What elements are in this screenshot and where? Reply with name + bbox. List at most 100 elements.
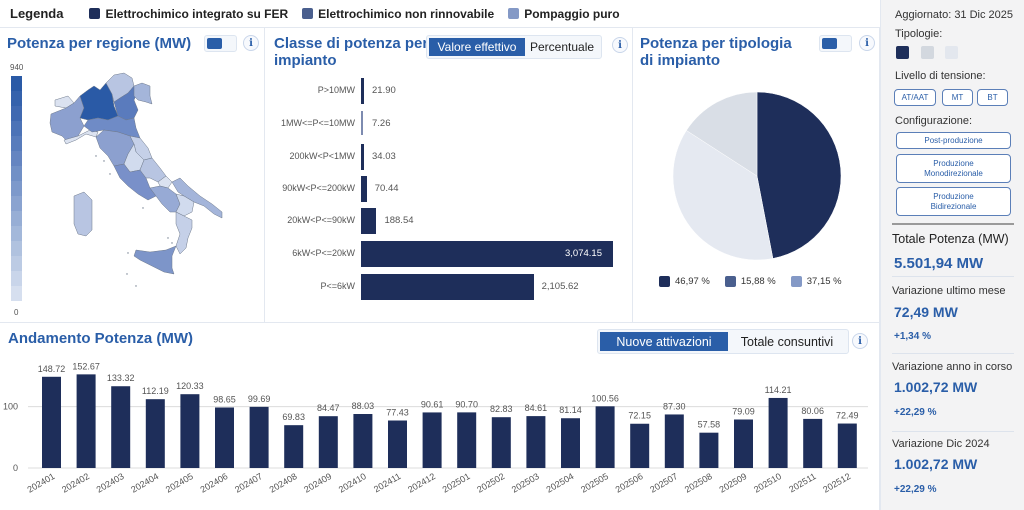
option-percentuale[interactable]: Percentuale xyxy=(529,40,595,54)
x-tick-label: 202509 xyxy=(717,471,748,495)
x-tick-label: 202410 xyxy=(337,471,368,495)
tension-label: Livello di tensione: xyxy=(895,70,986,82)
region-basilicata[interactable] xyxy=(175,193,195,217)
bar[interactable] xyxy=(215,407,234,468)
y-tick-label: 100 xyxy=(3,402,18,412)
x-tick-label: 202412 xyxy=(406,471,437,495)
bar[interactable] xyxy=(630,423,650,468)
tipologia-filter-2[interactable] xyxy=(921,46,934,59)
x-tick-label: 202402 xyxy=(60,471,91,495)
bar[interactable] xyxy=(284,425,304,468)
divider xyxy=(892,353,1014,354)
bar[interactable] xyxy=(353,414,373,468)
bar[interactable] xyxy=(561,418,580,468)
legend-item-pompaggio[interactable]: Pompaggio puro xyxy=(508,7,620,21)
bar[interactable] xyxy=(664,414,684,468)
info-icon[interactable]: i xyxy=(859,35,875,51)
bar-value-label: 100.56 xyxy=(591,393,619,403)
bar-value-label: 112.19 xyxy=(142,386,169,396)
bar[interactable] xyxy=(699,432,719,468)
bar[interactable] xyxy=(595,406,615,468)
info-icon[interactable]: i xyxy=(852,333,868,349)
region-molise[interactable] xyxy=(157,175,173,189)
bar[interactable] xyxy=(249,406,269,468)
region-lombardia[interactable] xyxy=(79,82,119,121)
config-button-bidirezionale[interactable]: Produzione Bidirezionale xyxy=(896,187,1011,216)
bar[interactable] xyxy=(768,397,788,468)
region-friuli[interactable] xyxy=(133,82,153,105)
tipologia-filter-3[interactable] xyxy=(945,46,958,59)
pie-slice[interactable] xyxy=(672,130,774,261)
bar[interactable] xyxy=(361,111,363,135)
bar[interactable] xyxy=(457,412,477,468)
type-toggle[interactable] xyxy=(819,35,852,52)
bar-value-label: 133.32 xyxy=(107,373,135,383)
scale-step xyxy=(11,91,22,106)
bar[interactable] xyxy=(803,418,823,468)
title-line: Potenza per tipologia xyxy=(640,35,792,52)
region-sardegna[interactable] xyxy=(73,191,93,237)
class-panel: Classe di potenza per impianto Valore ef… xyxy=(265,28,633,323)
config-button-monodirezionale[interactable]: Produzione Monodirezionale xyxy=(896,154,1011,183)
bar[interactable] xyxy=(388,420,407,468)
map-panel: Potenza per regione (MW) i 940 0 xyxy=(0,28,265,323)
legend-item-non-rinnovabile[interactable]: Elettrochimico non rinnovabile xyxy=(302,7,494,21)
pie-legend-item[interactable]: 15,88 % xyxy=(724,276,776,287)
bar[interactable] xyxy=(837,423,857,468)
stat-percent: +1,34 % xyxy=(894,331,931,342)
option-valore-effettivo[interactable]: Valore effettivo xyxy=(429,38,525,56)
bar[interactable] xyxy=(76,374,96,468)
bar[interactable] xyxy=(42,376,61,468)
bar[interactable] xyxy=(111,386,131,468)
bar[interactable] xyxy=(361,208,377,234)
config-button-post-produzione[interactable]: Post-produzione xyxy=(896,132,1011,149)
pie-slice[interactable] xyxy=(686,91,758,177)
tipologia-filter-1[interactable] xyxy=(896,46,909,59)
bar[interactable] xyxy=(318,416,338,468)
bar[interactable] xyxy=(422,412,442,468)
bar[interactable] xyxy=(361,274,534,300)
bar-value-label: 188.54 xyxy=(384,215,414,226)
tension-button-at-aat[interactable]: AT/AAT xyxy=(894,89,936,106)
bar[interactable] xyxy=(145,399,165,468)
tipologie-label: Tipologie: xyxy=(895,28,943,40)
bar[interactable] xyxy=(361,78,364,104)
legend-item-fer[interactable]: Elettrochimico integrato su FER xyxy=(89,7,288,21)
bar-value-label: 7.26 xyxy=(372,118,391,129)
pie-legend-item[interactable]: 37,15 % xyxy=(790,276,842,287)
scale-step xyxy=(11,256,22,271)
bar-category-label: 6kW<P<=20kW xyxy=(292,248,355,258)
bar[interactable] xyxy=(734,419,753,468)
scale-step xyxy=(11,211,22,226)
option-nuove-attivazioni[interactable]: Nuove attivazioni xyxy=(600,332,728,351)
pie-legend-label: 37,15 % xyxy=(806,276,842,287)
map-toggle[interactable] xyxy=(204,35,237,52)
option-totale-consuntivi[interactable]: Totale consuntivi xyxy=(740,334,834,349)
pie-slice[interactable] xyxy=(756,91,842,259)
pie-legend-item[interactable]: 46,97 % xyxy=(659,276,710,287)
legend-bar: Legenda Elettrochimico integrato su FER … xyxy=(0,0,880,28)
italy-map[interactable] xyxy=(0,28,265,323)
bar[interactable] xyxy=(361,176,367,202)
info-icon[interactable]: i xyxy=(243,35,259,51)
bar-value-label: 148.72 xyxy=(38,364,66,374)
bar[interactable] xyxy=(180,394,200,468)
bar[interactable] xyxy=(491,417,511,468)
x-tick-label: 202406 xyxy=(198,471,229,495)
region-calabria[interactable] xyxy=(175,211,193,255)
bar[interactable] xyxy=(361,144,364,170)
bar-value-label: 87.30 xyxy=(663,401,686,411)
bar-value-label: 2,105.62 xyxy=(541,281,579,292)
x-tick-label: 202505 xyxy=(579,471,610,495)
tension-button-mt[interactable]: MT xyxy=(942,89,973,106)
info-icon[interactable]: i xyxy=(612,37,628,53)
region-sicilia[interactable] xyxy=(133,245,177,275)
trend-bar-chart: 0 100 148.72 202401 152.67 202402 133.32 202403… xyxy=(3,361,868,495)
bar-value-label: 120.33 xyxy=(176,381,204,391)
bar[interactable] xyxy=(361,241,613,267)
bar[interactable] xyxy=(526,416,546,468)
x-tick-label: 202507 xyxy=(648,471,679,495)
tension-button-bt[interactable]: BT xyxy=(977,89,1008,106)
bar-category-label: P<=6kW xyxy=(320,281,355,291)
